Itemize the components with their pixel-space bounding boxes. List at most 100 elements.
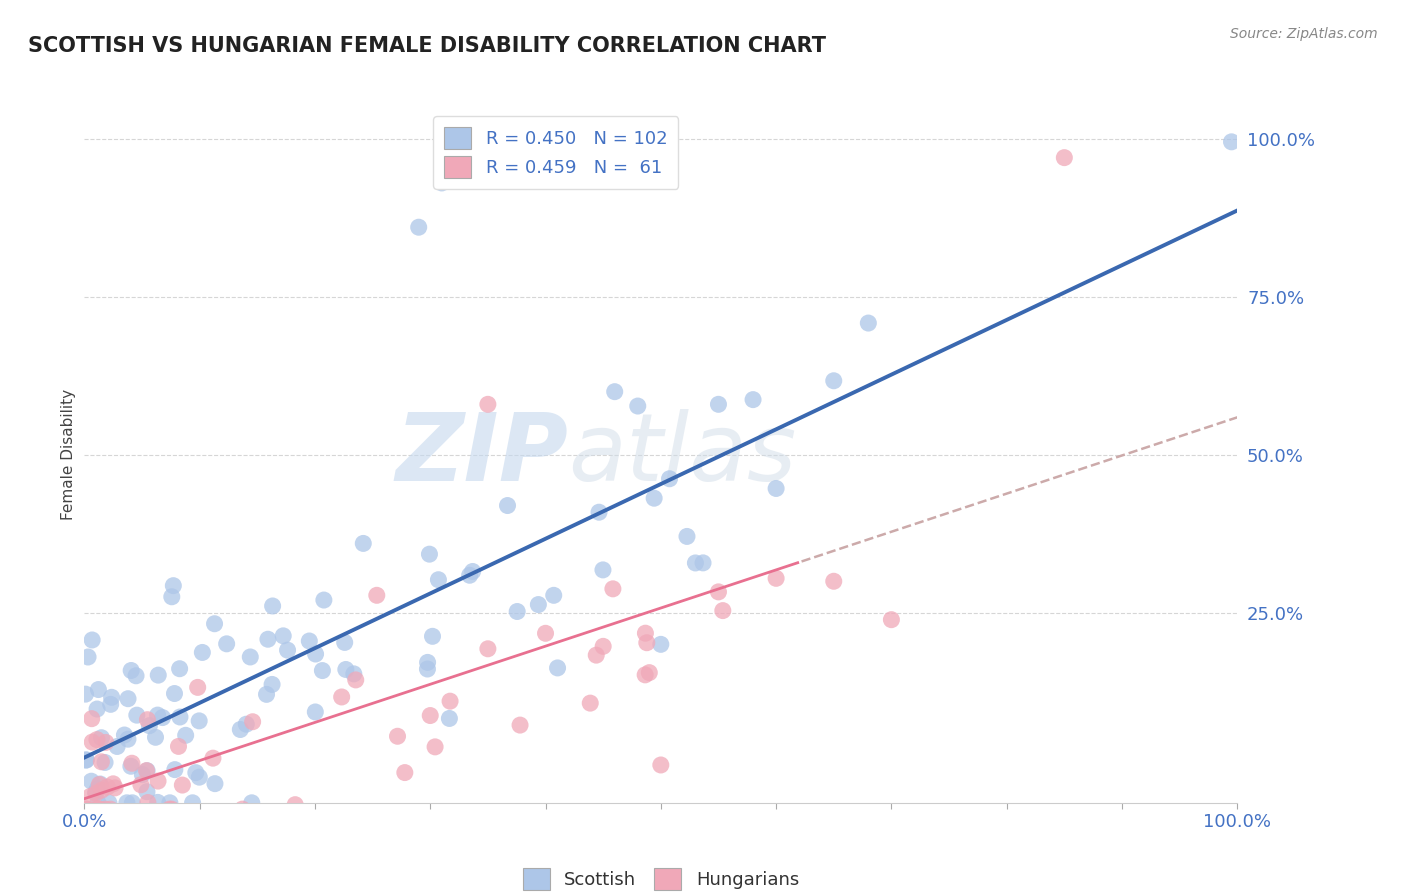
Point bbox=[162, 579, 184, 593]
Point bbox=[121, 796, 143, 810]
Point bbox=[352, 536, 374, 550]
Point bbox=[231, 802, 253, 816]
Point bbox=[685, 556, 707, 570]
Point bbox=[439, 694, 461, 708]
Point bbox=[240, 796, 263, 810]
Point bbox=[416, 656, 439, 670]
Point bbox=[75, 687, 97, 701]
Point bbox=[636, 636, 658, 650]
Point bbox=[765, 571, 787, 585]
Point bbox=[330, 690, 353, 704]
Point bbox=[146, 708, 169, 723]
Text: Source: ZipAtlas.com: Source: ZipAtlas.com bbox=[1230, 27, 1378, 41]
Point bbox=[271, 629, 294, 643]
Point bbox=[89, 778, 111, 792]
Point bbox=[80, 712, 103, 726]
Point bbox=[167, 739, 190, 754]
Point bbox=[87, 682, 110, 697]
Point bbox=[163, 686, 186, 700]
Point bbox=[125, 669, 148, 683]
Point bbox=[125, 708, 148, 723]
Point bbox=[430, 176, 453, 190]
Point bbox=[94, 756, 117, 770]
Point bbox=[527, 598, 550, 612]
Point bbox=[90, 731, 112, 745]
Point bbox=[135, 764, 157, 778]
Point bbox=[239, 650, 262, 665]
Point bbox=[86, 702, 108, 716]
Point bbox=[547, 661, 569, 675]
Point bbox=[94, 735, 117, 749]
Point bbox=[312, 593, 335, 607]
Point bbox=[188, 770, 211, 784]
Point bbox=[477, 641, 499, 656]
Point bbox=[146, 796, 169, 810]
Point bbox=[602, 582, 624, 596]
Point bbox=[229, 723, 252, 737]
Point bbox=[711, 604, 734, 618]
Point bbox=[277, 643, 299, 657]
Point bbox=[458, 568, 481, 582]
Point bbox=[174, 728, 197, 742]
Point bbox=[152, 710, 174, 724]
Point bbox=[100, 698, 122, 712]
Point bbox=[257, 632, 280, 647]
Point bbox=[707, 397, 730, 411]
Point bbox=[427, 573, 450, 587]
Point bbox=[439, 711, 461, 725]
Text: SCOTTISH VS HUNGARIAN FEMALE DISABILITY CORRELATION CHART: SCOTTISH VS HUNGARIAN FEMALE DISABILITY … bbox=[28, 36, 827, 55]
Point bbox=[416, 662, 439, 676]
Point bbox=[419, 708, 441, 723]
Point bbox=[204, 616, 226, 631]
Y-axis label: Female Disability: Female Disability bbox=[60, 389, 76, 521]
Point bbox=[86, 732, 108, 747]
Point bbox=[496, 499, 519, 513]
Point bbox=[79, 789, 101, 804]
Point bbox=[284, 797, 307, 812]
Point bbox=[138, 719, 160, 733]
Point bbox=[136, 785, 159, 799]
Point bbox=[880, 613, 903, 627]
Point bbox=[592, 563, 614, 577]
Point bbox=[506, 605, 529, 619]
Point bbox=[187, 681, 209, 695]
Point bbox=[765, 482, 787, 496]
Point bbox=[191, 645, 214, 659]
Point bbox=[146, 774, 169, 789]
Point bbox=[638, 665, 661, 680]
Point bbox=[298, 634, 321, 648]
Point bbox=[77, 650, 100, 665]
Point bbox=[94, 802, 117, 816]
Point bbox=[96, 780, 118, 794]
Point bbox=[650, 758, 672, 772]
Point bbox=[304, 647, 326, 661]
Point bbox=[343, 666, 366, 681]
Point bbox=[169, 662, 191, 676]
Point bbox=[172, 778, 194, 792]
Point bbox=[86, 781, 108, 796]
Point bbox=[184, 765, 207, 780]
Point bbox=[304, 705, 326, 719]
Point bbox=[335, 663, 357, 677]
Point bbox=[163, 763, 186, 777]
Point bbox=[394, 765, 416, 780]
Point bbox=[145, 731, 167, 745]
Point bbox=[643, 491, 665, 506]
Point bbox=[477, 397, 499, 411]
Point bbox=[80, 774, 103, 789]
Point bbox=[858, 316, 880, 330]
Point bbox=[603, 384, 626, 399]
Point bbox=[82, 735, 104, 749]
Point bbox=[235, 717, 257, 731]
Point bbox=[100, 690, 122, 705]
Point bbox=[112, 728, 135, 742]
Point bbox=[104, 780, 127, 795]
Point bbox=[131, 767, 153, 781]
Point bbox=[84, 786, 107, 800]
Point bbox=[159, 796, 181, 810]
Point bbox=[136, 796, 159, 810]
Point bbox=[262, 677, 284, 691]
Point bbox=[823, 574, 845, 589]
Point bbox=[129, 778, 152, 792]
Point bbox=[160, 802, 183, 816]
